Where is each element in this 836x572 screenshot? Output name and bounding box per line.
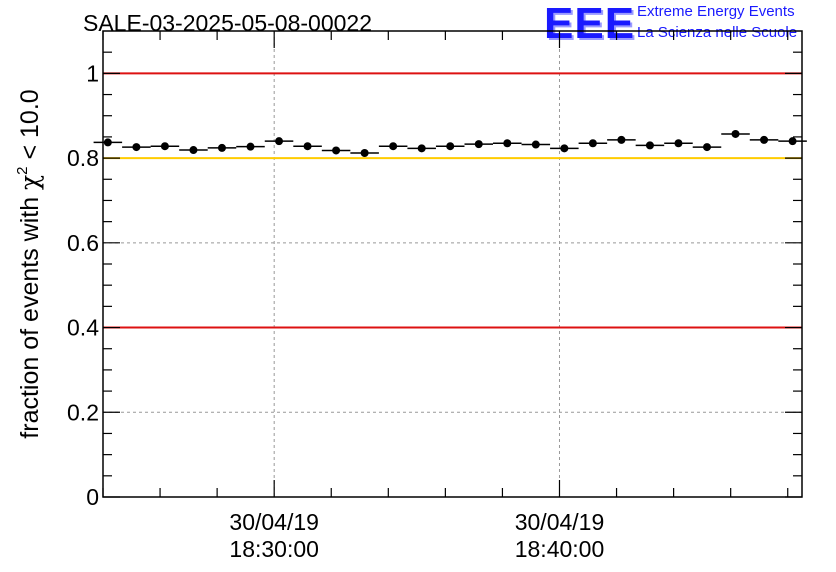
data-point-4 bbox=[217, 143, 226, 152]
plot-frame bbox=[102, 30, 803, 498]
y-tick-label-1: 0.2 bbox=[67, 399, 99, 425]
data-point-11 bbox=[417, 144, 426, 153]
data-point-1 bbox=[132, 143, 141, 152]
data-point-13 bbox=[474, 140, 483, 149]
axis-ticks bbox=[102, 31, 802, 498]
data-point-24 bbox=[788, 137, 797, 146]
org-name-line1: Extreme Energy Events bbox=[637, 3, 795, 20]
org-name-line2: La Scienza nelle Scuole bbox=[637, 24, 798, 41]
y-tick-labels: 0 0.2 0.4 0.6 0.8 1 bbox=[67, 60, 99, 510]
y-axis-label-suffix: < 10.0 bbox=[16, 89, 44, 166]
data-point-16 bbox=[560, 144, 569, 153]
data-point-5 bbox=[246, 142, 255, 151]
reference-lines bbox=[103, 72, 802, 329]
data-point-7 bbox=[303, 142, 312, 151]
y-axis-label: fraction of events with χ2 < 10.0 bbox=[14, 89, 44, 438]
y-axis-label-symbol: χ bbox=[15, 175, 44, 190]
data-points bbox=[93, 129, 807, 158]
data-point-18 bbox=[617, 135, 626, 144]
data-point-3 bbox=[189, 146, 198, 155]
data-point-10 bbox=[389, 142, 398, 151]
data-point-14 bbox=[503, 139, 512, 148]
data-point-22 bbox=[731, 129, 740, 138]
data-point-17 bbox=[588, 139, 597, 148]
data-point-6 bbox=[275, 137, 284, 146]
data-point-9 bbox=[360, 149, 369, 158]
data-point-23 bbox=[760, 135, 769, 144]
x-tick-label-date-0: 30/04/19 bbox=[229, 509, 319, 535]
y-axis-label-exponent: 2 bbox=[14, 166, 31, 174]
y-axis-label-prefix: fraction of events with bbox=[16, 190, 44, 439]
data-point-0 bbox=[103, 138, 112, 147]
y-tick-label-4: 0.8 bbox=[67, 145, 99, 171]
data-point-2 bbox=[160, 142, 169, 151]
data-point-21 bbox=[702, 143, 711, 152]
y-tick-label-5: 1 bbox=[86, 60, 99, 86]
data-point-20 bbox=[674, 139, 683, 148]
x-tick-label-date-1: 30/04/19 bbox=[515, 509, 605, 535]
x-tick-label-time-0: 18:30:00 bbox=[229, 536, 319, 562]
grid-lines bbox=[103, 31, 802, 497]
data-point-12 bbox=[446, 142, 455, 151]
data-point-8 bbox=[332, 146, 341, 155]
data-point-15 bbox=[531, 140, 540, 149]
y-tick-label-0: 0 bbox=[86, 484, 99, 510]
y-tick-label-2: 0.4 bbox=[67, 315, 99, 341]
data-point-19 bbox=[645, 141, 654, 150]
y-tick-label-3: 0.6 bbox=[67, 230, 99, 256]
x-tick-label-time-1: 18:40:00 bbox=[515, 536, 605, 562]
